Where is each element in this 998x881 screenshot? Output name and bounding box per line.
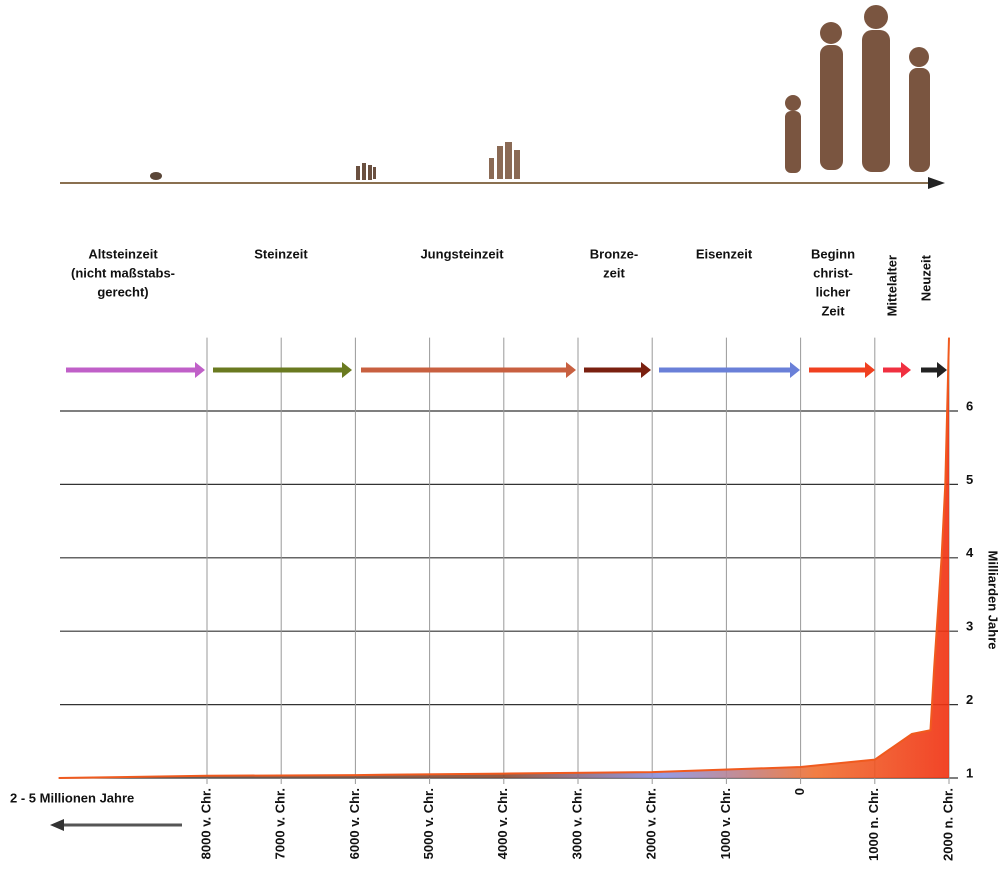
era-label: Jungsteinzeit xyxy=(420,246,504,261)
era-label: Bronze- xyxy=(590,246,638,261)
era-arrow-head xyxy=(901,362,911,378)
era-arrow-head xyxy=(195,362,205,378)
era-arrow-head xyxy=(566,362,576,378)
era-label: Neuzeit xyxy=(918,254,933,301)
era-label: Zeit xyxy=(821,303,845,318)
era-label: Eisenzeit xyxy=(696,246,753,261)
era-label: (nicht maßstabs- xyxy=(71,265,175,280)
y-tick-label: 3 xyxy=(966,619,973,634)
y-tick-label: 6 xyxy=(966,398,973,413)
note: 2 - 5 Millionen Jahre xyxy=(10,790,134,805)
era-label: Altsteinzeit xyxy=(88,246,158,261)
era-arrow-head xyxy=(865,362,875,378)
era-label: licher xyxy=(816,284,851,299)
y-tick-label: 4 xyxy=(966,545,974,560)
era-label: gerecht) xyxy=(97,284,148,299)
era-label: Steinzeit xyxy=(254,246,308,261)
era-arrow-head xyxy=(342,362,352,378)
era-arrow-head xyxy=(790,362,800,378)
x-tick-label: 2000 n. Chr. xyxy=(940,788,955,861)
era-label: Beginn xyxy=(811,246,855,261)
x-tick-label: 4000 v. Chr. xyxy=(495,788,510,859)
x-tick-label: 8000 v. Chr. xyxy=(198,788,213,859)
era-label: zeit xyxy=(603,265,625,280)
y-tick-label: 5 xyxy=(966,472,973,487)
era-arrow-head xyxy=(641,362,651,378)
era-label: Mittelalter xyxy=(884,255,899,316)
x-tick-label: 1000 v. Chr. xyxy=(718,788,733,859)
x-tick-label: 7000 v. Chr. xyxy=(273,788,288,859)
population-line xyxy=(58,337,950,779)
era-label: christ- xyxy=(813,265,853,280)
x-tick-label: 3000 v. Chr. xyxy=(569,788,584,859)
x-tick-label: 5000 v. Chr. xyxy=(421,788,436,859)
y-tick-label: 1 xyxy=(966,765,973,780)
figure-timeline xyxy=(60,5,945,189)
x-tick-label: 0 xyxy=(792,788,807,795)
era-arrow-head xyxy=(937,362,947,378)
x-tick-label: 1000 n. Chr. xyxy=(866,788,881,861)
note-arrow xyxy=(50,819,182,831)
y-axis-title: Milliarden Jahre xyxy=(986,551,998,650)
y-tick-label: 2 xyxy=(966,692,973,707)
x-tick-label: 6000 v. Chr. xyxy=(347,788,362,859)
x-tick-label: 2000 v. Chr. xyxy=(644,788,659,859)
